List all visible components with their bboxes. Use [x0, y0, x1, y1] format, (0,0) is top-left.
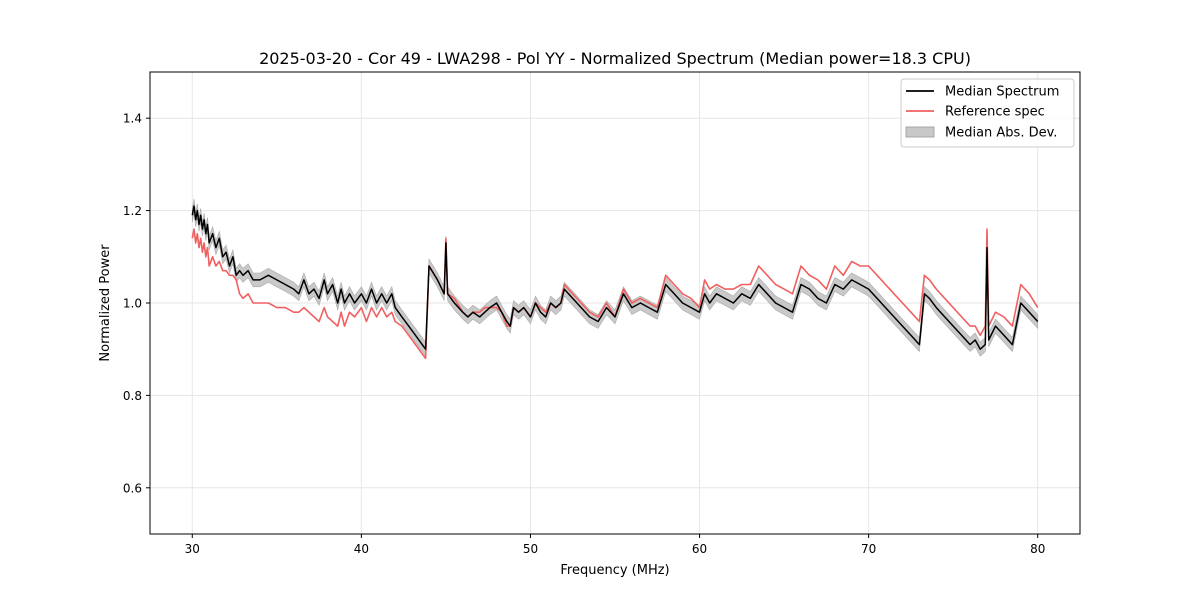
x-tick-label: 70	[861, 542, 876, 556]
chart-title: 2025-03-20 - Cor 49 - LWA298 - Pol YY - …	[259, 49, 971, 68]
y-tick-label: 0.8	[123, 389, 142, 403]
y-axis-ticks: 0.6 0.8 1.0 1.2 1.4	[123, 112, 150, 495]
mad-band-layer	[192, 199, 1038, 357]
y-tick-label: 1.2	[123, 204, 142, 218]
legend-reference-label: Reference spec	[945, 105, 1045, 120]
legend: Median Spectrum Reference spec Median Ab…	[900, 78, 1075, 148]
legend-median-label: Median Spectrum	[945, 85, 1059, 100]
median-spectrum-series-line	[191, 205, 1039, 350]
y-tick-label: 1.4	[123, 112, 142, 126]
legend-mad-label: Median Abs. Dev.	[945, 126, 1057, 141]
y-tick-label: 1.0	[123, 297, 142, 311]
x-tick-label: 60	[692, 542, 707, 556]
mad-band	[192, 199, 1038, 357]
x-tick-label: 30	[185, 542, 200, 556]
legend-mad-band-swatch	[905, 126, 935, 138]
legend-box	[900, 78, 1075, 148]
y-tick-label: 0.6	[123, 481, 142, 495]
x-tick-label: 80	[1030, 542, 1045, 556]
series-layer	[191, 205, 1039, 360]
x-tick-label: 40	[354, 542, 369, 556]
y-axis-label: Normalized Power	[98, 244, 113, 362]
x-axis-ticks: 30 40 50 60 70 80	[185, 534, 1045, 556]
x-axis-label: Frequency (MHz)	[560, 563, 669, 578]
x-tick-label: 50	[523, 542, 538, 556]
